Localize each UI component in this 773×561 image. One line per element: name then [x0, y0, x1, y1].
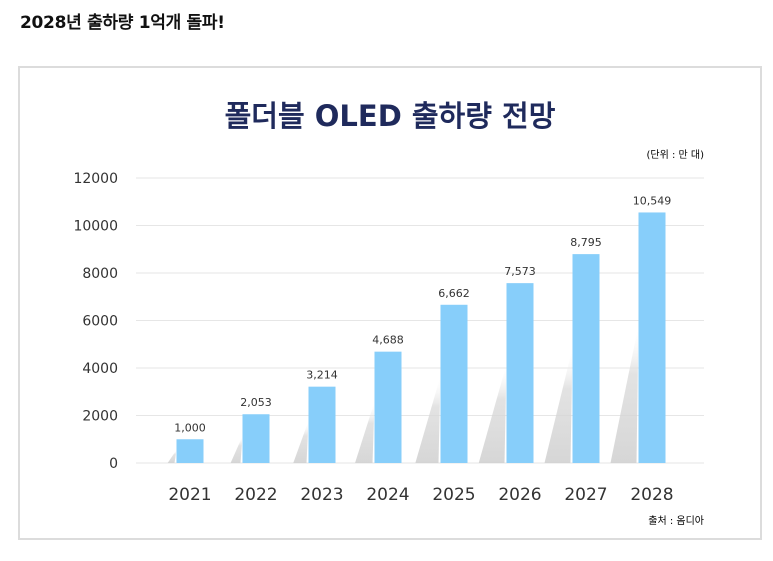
data-labels: 1,000 2,053 3,214 4,688 6,662 7,573 8,795 10,54…	[174, 194, 671, 434]
y-tick-label: 0	[109, 456, 118, 472]
x-tick-label: 2024	[366, 485, 409, 505]
chart-card: 폴더블 OLED 출하량 전망 (단위 : 만 대) 1,000 2,053 3,2…	[18, 66, 762, 540]
x-tick-label: 2021	[168, 485, 211, 505]
unit-note: (단위 : 만 대)	[646, 148, 704, 161]
data-label: 8,795	[570, 236, 602, 249]
bar-shadows	[167, 325, 639, 463]
bar	[572, 254, 600, 463]
bar-shadow	[610, 325, 639, 463]
bar	[176, 439, 204, 463]
bar	[374, 351, 402, 463]
bar	[242, 414, 270, 463]
chart-title: 폴더블 OLED 출하량 전망	[225, 99, 556, 133]
bar	[638, 212, 666, 463]
data-label: 3,214	[306, 369, 338, 382]
grid-lines	[136, 177, 704, 464]
bar-shadow	[478, 364, 507, 463]
data-label: 6,662	[438, 287, 470, 300]
data-label: 10,549	[633, 194, 672, 207]
source-note: 출처 : 옴디아	[648, 515, 704, 527]
x-tick-label: 2025	[432, 485, 475, 505]
page-headline: 2028년 출하량 1억개 돌파!	[20, 13, 225, 33]
bars	[176, 212, 666, 463]
y-tick-label: 12000	[73, 171, 118, 187]
y-tick-label: 10000	[73, 219, 118, 235]
bar	[440, 304, 468, 463]
y-tick-label: 2000	[82, 409, 118, 425]
x-tick-label: 2028	[630, 485, 673, 505]
y-tick-label: 4000	[82, 361, 118, 377]
bar	[506, 283, 534, 463]
x-tick-label: 2022	[234, 485, 277, 505]
bar-shadow	[293, 421, 309, 463]
bar-shadow	[167, 449, 177, 463]
y-axis-ticks: 0 2000 4000 6000 8000 10000 12000	[73, 171, 118, 472]
bar-shadow	[415, 375, 441, 463]
x-tick-label: 2026	[498, 485, 541, 505]
data-label: 1,000	[174, 421, 206, 434]
bar-shadow	[544, 348, 573, 463]
x-tick-label: 2027	[564, 485, 607, 505]
bar-chart: 폴더블 OLED 출하량 전망 (단위 : 만 대) 1,000 2,053 3,2…	[73, 99, 704, 527]
bar-shadow	[355, 401, 375, 463]
data-label: 7,573	[504, 265, 536, 278]
bar	[308, 386, 336, 463]
x-axis-ticks: 2021 2022 2023 2024 2025 2026 2027 2028	[168, 485, 673, 505]
y-tick-label: 6000	[82, 314, 118, 330]
bar-shadow	[230, 436, 243, 463]
x-tick-label: 2023	[300, 485, 343, 505]
y-tick-label: 8000	[82, 266, 118, 282]
data-label: 4,688	[372, 334, 404, 347]
data-label: 2,053	[240, 396, 272, 409]
